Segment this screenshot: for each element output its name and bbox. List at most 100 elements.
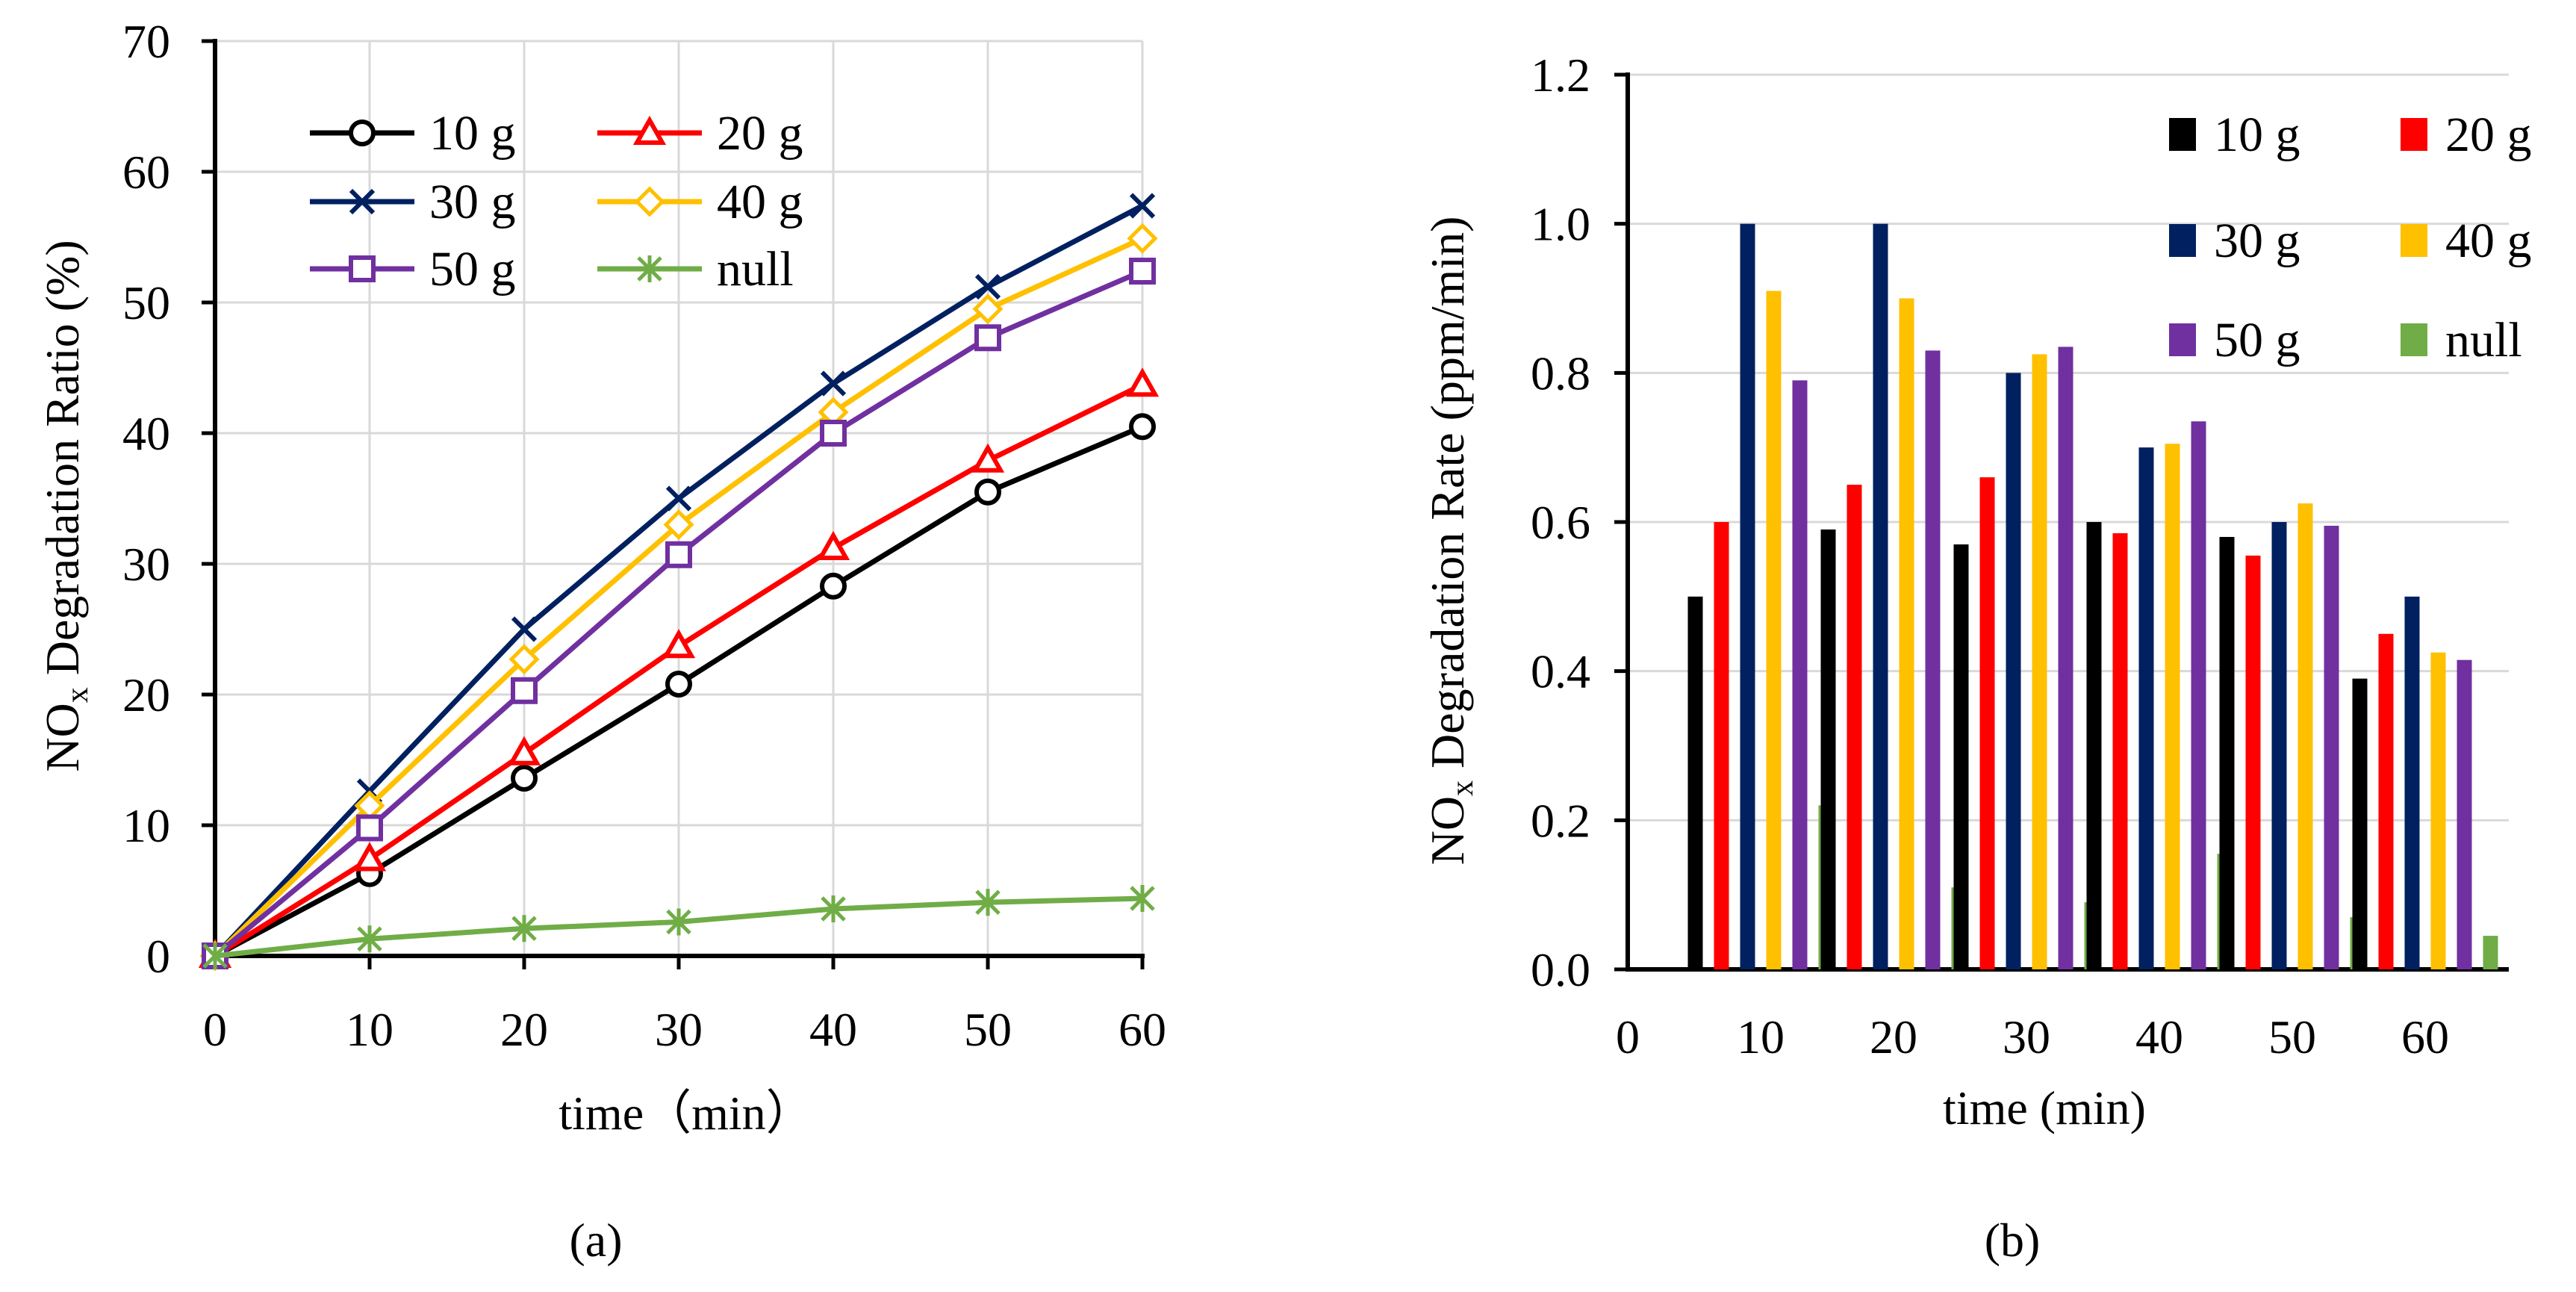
legend-marker — [349, 119, 376, 146]
legend-label: 10 g — [2214, 108, 2300, 162]
bar-40g-t30 — [2032, 354, 2047, 969]
legend-marker — [349, 255, 376, 282]
data-point — [972, 294, 1004, 325]
data-point — [665, 485, 692, 512]
y-tick-label: 0.0 — [1531, 943, 1590, 996]
data-point — [665, 541, 692, 568]
bar-20g-t20 — [1847, 485, 1862, 969]
legend-label: 30 g — [2214, 214, 2300, 268]
data-point — [1125, 367, 1160, 397]
y-tick-label: 70 — [122, 15, 170, 68]
data-point — [356, 814, 383, 842]
legend-item: 10 g — [310, 106, 516, 161]
legend-marker — [634, 186, 665, 217]
legend-swatch — [2169, 118, 2196, 151]
data-point — [820, 572, 847, 600]
y-axis-title: NOx Degradation Rate (ppm/min) — [1421, 217, 1480, 866]
panel-label-b: (b) — [1985, 1214, 2041, 1267]
legend-item: 20 g — [2401, 108, 2532, 162]
bar-20g-t30 — [1979, 477, 1995, 969]
data-point — [1129, 258, 1156, 285]
bar-40g-t10 — [1766, 291, 1782, 969]
y-tick-label: 0 — [146, 930, 170, 983]
data-point — [974, 478, 1001, 506]
bar-chart-panel-b: 0.0 0.2 0.4 0.6 0.8 1.0 1.2 0 10 20 30 40 50 60 10 g 20… — [1421, 49, 2532, 1267]
legend-swatch — [2401, 224, 2427, 257]
x-tick-label: 0 — [1616, 1010, 1640, 1063]
data-point — [511, 765, 538, 792]
legend-swatch — [2401, 323, 2427, 356]
series-10g — [202, 413, 1156, 969]
legend-marker-stroke — [349, 188, 376, 215]
data-point — [511, 915, 537, 942]
data-point — [1127, 223, 1158, 254]
bar-40g-t20 — [1899, 298, 1914, 969]
y-tick-label: 1.0 — [1531, 198, 1590, 251]
data-point-stroke — [511, 616, 538, 642]
bar-10g-t60 — [2352, 678, 2368, 969]
legend-swatch — [2169, 323, 2196, 356]
data-point — [662, 629, 696, 659]
y-tick-label: 20 — [122, 668, 170, 721]
legend-item: 40 g — [2401, 214, 2532, 268]
data-point — [202, 942, 228, 969]
legend-item: 20 g — [597, 106, 803, 161]
data-point — [1129, 193, 1156, 219]
y-tick-label: 0.2 — [1531, 794, 1590, 847]
bar-20g-t50 — [2245, 555, 2261, 969]
bar-50g-t60 — [2457, 659, 2472, 969]
bar-10g-t20 — [1820, 529, 1836, 969]
data-point — [1129, 413, 1156, 441]
y-tick-label: 0.4 — [1531, 645, 1590, 698]
legend-swatch — [2401, 118, 2427, 151]
data-point — [974, 273, 1001, 300]
legend-swatch — [2169, 224, 2196, 257]
bar-50g-t30 — [2058, 347, 2073, 969]
data-point — [663, 509, 694, 541]
legend-marker — [349, 188, 376, 215]
legend-item: 30 g — [310, 175, 516, 229]
data-point — [357, 925, 382, 953]
legend-item: 30 g — [2169, 214, 2300, 268]
legend-label: null — [717, 242, 794, 296]
bar-10g-t50 — [2219, 536, 2235, 969]
data-point-stroke — [820, 370, 847, 397]
data-point — [816, 530, 850, 560]
legend-marker — [632, 115, 667, 145]
y-tick-label: 1.2 — [1531, 49, 1590, 102]
bar-20g-t10 — [1714, 522, 1729, 969]
data-point — [820, 420, 847, 447]
legend-marker — [637, 255, 662, 282]
legend-item: 50 g — [310, 242, 516, 296]
legend-label: 30 g — [429, 175, 516, 229]
bar-30g-t10 — [1740, 223, 1755, 970]
legend-label: null — [2445, 313, 2522, 367]
bar-30g-t60 — [2404, 596, 2420, 969]
bar-40g-t50 — [2297, 503, 2313, 969]
y-tick-label: 0.6 — [1531, 496, 1590, 549]
legend-label: 50 g — [429, 242, 516, 296]
legend-label: 20 g — [2445, 108, 2532, 162]
x-axis-title: time (min) — [1943, 1081, 2146, 1134]
legend-label: 50 g — [2214, 313, 2300, 367]
bar-30g-t20 — [1873, 223, 1888, 970]
y-tick-label: 50 — [122, 276, 170, 329]
x-tick-label: 0 — [203, 1003, 227, 1056]
bar-40g-t60 — [2430, 652, 2446, 969]
y-axis-title: NOx Degradation Ratio (%) — [36, 240, 95, 771]
bar-20g-t40 — [2112, 532, 2128, 969]
bar-50g-t50 — [2324, 525, 2339, 969]
x-tick-label: 40 — [2135, 1010, 2183, 1063]
y-axis-title-main: NO — [36, 703, 89, 771]
data-point-stroke — [974, 273, 1001, 300]
x-tick-label: 20 — [1870, 1010, 1917, 1063]
legend-label: 40 g — [2445, 214, 2532, 268]
data-point — [974, 324, 1001, 352]
legend-a: 10 g 20 g 30 g 40 g 50 g null — [310, 106, 803, 296]
bar-30g-t50 — [2271, 522, 2287, 969]
legend-item: 10 g — [2169, 108, 2300, 162]
bar-20g-t60 — [2378, 633, 2394, 969]
series-50g — [202, 258, 1156, 969]
